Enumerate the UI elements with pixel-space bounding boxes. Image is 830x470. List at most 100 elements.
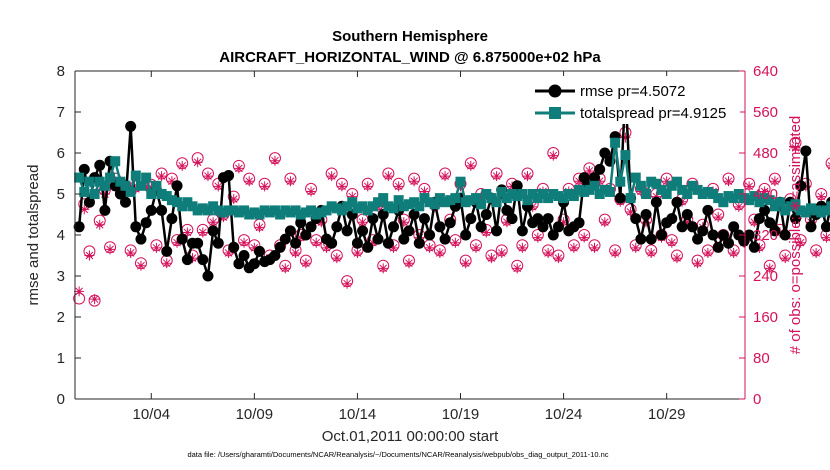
rmse-point <box>465 213 477 225</box>
y-right-tick-label: 80 <box>753 350 770 367</box>
totalspread-point <box>713 193 724 204</box>
y-tick-label: 7 <box>57 104 65 121</box>
rmse-point <box>274 241 286 253</box>
assimilated-obs-marker <box>285 176 296 187</box>
totalspread-point <box>465 195 476 206</box>
rmse-point <box>697 225 709 237</box>
rmse-point <box>547 229 559 241</box>
assimilated-obs-marker <box>177 160 188 171</box>
assimilated-obs-marker <box>182 227 193 238</box>
totalspread-point <box>120 180 131 191</box>
rmse-point <box>475 221 487 233</box>
assimilated-obs-marker <box>522 171 533 182</box>
assimilated-obs-marker <box>548 150 559 161</box>
rmse-point <box>640 209 652 220</box>
rmse-point <box>686 221 698 233</box>
assimilated-obs-marker <box>403 258 414 269</box>
totalspread-point <box>409 197 420 208</box>
totalspread-point <box>635 180 646 191</box>
totalspread-point <box>419 193 430 204</box>
y-tick-label: 4 <box>57 227 65 244</box>
assimilated-obs-marker <box>105 244 116 255</box>
totalspread-point <box>455 176 466 187</box>
rmse-point <box>197 254 209 266</box>
assimilated-obs-marker <box>306 186 317 197</box>
rmse-point <box>728 221 740 233</box>
assimilated-obs-marker <box>646 247 657 258</box>
y-tick-label: 6 <box>57 145 65 162</box>
assimilated-obs-marker <box>223 247 234 258</box>
y-tick-label: 3 <box>57 268 65 285</box>
totalspread-point <box>522 195 533 206</box>
rmse-point <box>300 229 312 241</box>
rmse-point <box>181 254 193 266</box>
totalspread-point <box>249 207 260 218</box>
totalspread-point <box>202 205 213 216</box>
totalspread-point <box>403 199 414 210</box>
totalspread-point <box>604 186 615 197</box>
totalspread-point <box>800 207 811 218</box>
assimilated-obs-marker <box>501 217 512 228</box>
rmse-point <box>326 237 338 249</box>
assimilated-obs-marker <box>512 263 523 274</box>
totalspread-point <box>661 189 672 199</box>
rmse-point <box>166 213 178 225</box>
assimilated-obs-marker <box>239 237 250 248</box>
rmse-point <box>578 172 590 184</box>
totalspread-point <box>280 205 291 216</box>
totalspread-point <box>548 189 559 199</box>
y-axis-label: rmse and totalspread <box>25 165 42 306</box>
rmse-point <box>140 217 152 229</box>
assimilated-obs-marker <box>202 171 213 182</box>
totalspread-point <box>764 195 775 206</box>
totalspread-point <box>553 191 564 202</box>
totalspread-point <box>476 199 487 210</box>
series-layer <box>73 83 830 307</box>
assimilated-obs-marker <box>89 294 100 305</box>
assimilated-obs-marker <box>666 237 677 248</box>
totalspread-point <box>429 199 440 210</box>
totalspread-point <box>641 189 652 199</box>
totalspread-point <box>625 193 636 204</box>
assimilated-obs-marker <box>228 194 239 205</box>
rmse-point <box>480 209 492 220</box>
rmse-point <box>614 192 626 204</box>
legend: rmse pr=4.5072 totalspread pr=4.9125 <box>530 76 740 124</box>
assimilated-obs-marker <box>79 204 90 215</box>
rmse-point <box>759 204 771 216</box>
rmse-point <box>403 225 415 237</box>
totalspread-point <box>99 180 110 191</box>
assimilated-obs-marker <box>172 237 183 248</box>
totalspread-point <box>269 205 280 216</box>
y-tick-label: 2 <box>57 309 65 326</box>
totalspread-point <box>373 197 384 208</box>
rmse-point <box>135 233 147 245</box>
rmse-point <box>171 180 183 192</box>
totalspread-point <box>367 201 378 212</box>
rmse-point <box>207 225 219 237</box>
rmse-point <box>650 196 662 208</box>
rmse-point <box>125 120 137 132</box>
assimilated-obs-marker <box>713 212 724 223</box>
assimilated-obs-marker <box>749 217 760 228</box>
totalspread-point <box>414 201 425 212</box>
totalspread-point <box>290 205 301 216</box>
totalspread-point <box>110 156 121 167</box>
rmse-point <box>501 204 513 216</box>
totalspread-point <box>208 201 219 212</box>
rmse-point <box>676 221 688 233</box>
x-tick-label: 10/09 <box>236 406 274 423</box>
totalspread-point <box>795 205 806 216</box>
assimilated-obs-marker <box>543 247 554 258</box>
assimilated-obs-marker <box>574 176 585 187</box>
totalspread-point <box>594 189 605 199</box>
assimilated-obs-marker <box>811 247 822 258</box>
assimilated-obs-marker <box>610 247 621 258</box>
y-tick-label: 1 <box>57 350 65 367</box>
assimilated-obs-marker <box>434 247 445 258</box>
totalspread-point <box>388 203 399 214</box>
rmse-point <box>681 209 693 220</box>
assimilated-obs-marker <box>295 232 306 243</box>
rmse-point <box>723 237 735 249</box>
